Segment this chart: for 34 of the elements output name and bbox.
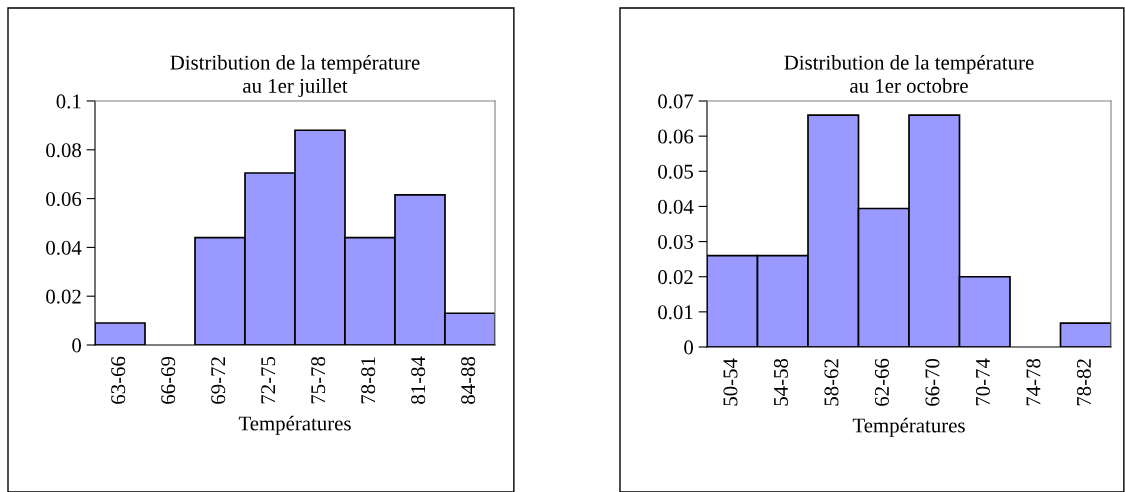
x-axis-title: Températures xyxy=(238,415,351,435)
y-tick-label: 0.05 xyxy=(658,164,693,179)
y-tick-label: 0.03 xyxy=(658,234,693,250)
x-tick-label: 62-66 xyxy=(874,358,889,406)
y-tick-label: 0.02 xyxy=(46,289,81,304)
y-tick-label: 0.07 xyxy=(658,94,694,109)
x-tick-label: 63-66 xyxy=(111,356,126,404)
y-tick-label: 0.06 xyxy=(658,129,694,144)
x-tick-label: 78-81 xyxy=(361,357,376,404)
x-tick-label: 70-74 xyxy=(975,358,990,406)
x-tick-label: 84-88 xyxy=(461,356,476,404)
y-tick-label: 0.04 xyxy=(46,240,82,255)
x-tick-label: 54-58 xyxy=(773,358,788,406)
chart-title: Distribution de la température au 1er juillet xyxy=(170,54,420,98)
x-tick-label: 81-84 xyxy=(411,356,426,404)
x-tick-label: 74-78 xyxy=(1026,358,1041,406)
chart-title: Distribution de la température au 1er octobre xyxy=(784,54,1034,93)
y-tick-label: 0.02 xyxy=(658,270,693,285)
x-tick-label: 75-78 xyxy=(311,356,326,404)
y-tick-label: 0 xyxy=(72,338,82,353)
x-axis-title: Températures xyxy=(852,417,965,437)
y-tick-label: 0.06 xyxy=(46,191,82,207)
y-tick-label: 0.1 xyxy=(56,94,81,109)
y-tick-label: 0.04 xyxy=(658,199,694,214)
x-tick-label: 66-69 xyxy=(161,356,176,404)
x-tick-label: 58-62 xyxy=(824,359,839,406)
y-tick-label: 0.01 xyxy=(658,305,693,320)
x-tick-label: 72-75 xyxy=(261,356,276,404)
x-tick-label: 66-70 xyxy=(925,358,940,406)
x-tick-label: 50-54 xyxy=(723,358,738,406)
y-tick-label: 0 xyxy=(684,340,694,355)
x-tick-label: 78-82 xyxy=(1076,359,1091,406)
y-tick-label: 0.08 xyxy=(46,143,82,158)
x-tick-label: 69-72 xyxy=(211,357,226,404)
